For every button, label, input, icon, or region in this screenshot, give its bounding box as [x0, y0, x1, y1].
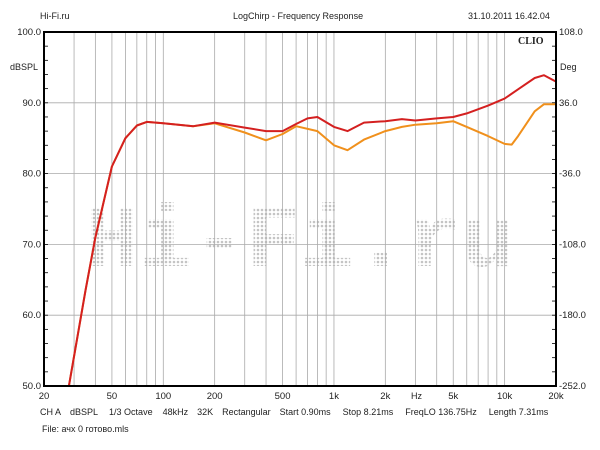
y2-tick-label: -180.0	[559, 310, 586, 321]
y2-tick-label: -36.0	[559, 169, 581, 180]
setting-item: Length 7.31ms	[488, 407, 549, 417]
y2-axis-label: Deg	[560, 62, 577, 72]
x-tick-label: 20	[39, 391, 50, 402]
x-tick-label: 10k	[497, 391, 513, 402]
y2-tick-label: 108.0	[559, 27, 583, 38]
plot-frame	[43, 31, 557, 387]
setting-item: dBSPL	[70, 407, 99, 417]
y-tick-label: 50.0	[23, 381, 42, 392]
clio-logo: CLIO	[518, 36, 544, 47]
setting-item: Stop 8.21ms	[342, 407, 394, 417]
chart-title: LogChirp - Frequency Response	[233, 11, 364, 21]
watermark: Hi-Fi.ru	[85, 194, 515, 293]
series-line	[67, 74, 557, 387]
setting-item: FreqLO 136.75Hz	[405, 407, 477, 417]
x-tick-label: 20k	[548, 391, 564, 402]
x-tick-label: 200	[207, 391, 223, 402]
y-tick-label: 80.0	[23, 169, 42, 180]
setting-item: 48kHz	[162, 407, 189, 417]
y2-tick-label: -108.0	[559, 239, 586, 250]
x-tick-label: 100	[155, 391, 171, 402]
setting-item: 32K	[197, 407, 214, 417]
y2-tick-label: -252.0	[559, 381, 586, 392]
y-tick-label: 60.0	[23, 310, 42, 321]
x-tick-label: 50	[107, 391, 118, 402]
x-tick-label: 1k	[329, 391, 339, 402]
y2-tick-label: 36.0	[559, 98, 578, 109]
file-name: File: ачх 0 готово.mls	[42, 424, 129, 434]
setting-item: 1/3 Octave	[109, 407, 153, 417]
x-tick-label: 500	[275, 391, 291, 402]
setting-item: CH A	[40, 407, 62, 417]
x-tick-label: 2k	[380, 391, 390, 402]
x-axis-label: Hz	[411, 391, 422, 401]
x-tick-label: 5k	[448, 391, 458, 402]
timestamp: 31.10.2011 16.42.04	[468, 11, 550, 21]
measurement-settings: CH A dBSPL 1/3 Octave 48kHz 32K Rectangular St…	[40, 407, 548, 417]
setting-item: Start 0.90ms	[279, 407, 331, 417]
header-site: Hi-Fi.ru	[40, 11, 70, 21]
y-axis-label: dBSPL	[10, 62, 39, 72]
y-tick-label: 70.0	[23, 239, 42, 250]
setting-item: Rectangular	[222, 407, 271, 417]
y-tick-label: 100.0	[17, 27, 41, 38]
y-tick-label: 90.0	[23, 98, 42, 109]
